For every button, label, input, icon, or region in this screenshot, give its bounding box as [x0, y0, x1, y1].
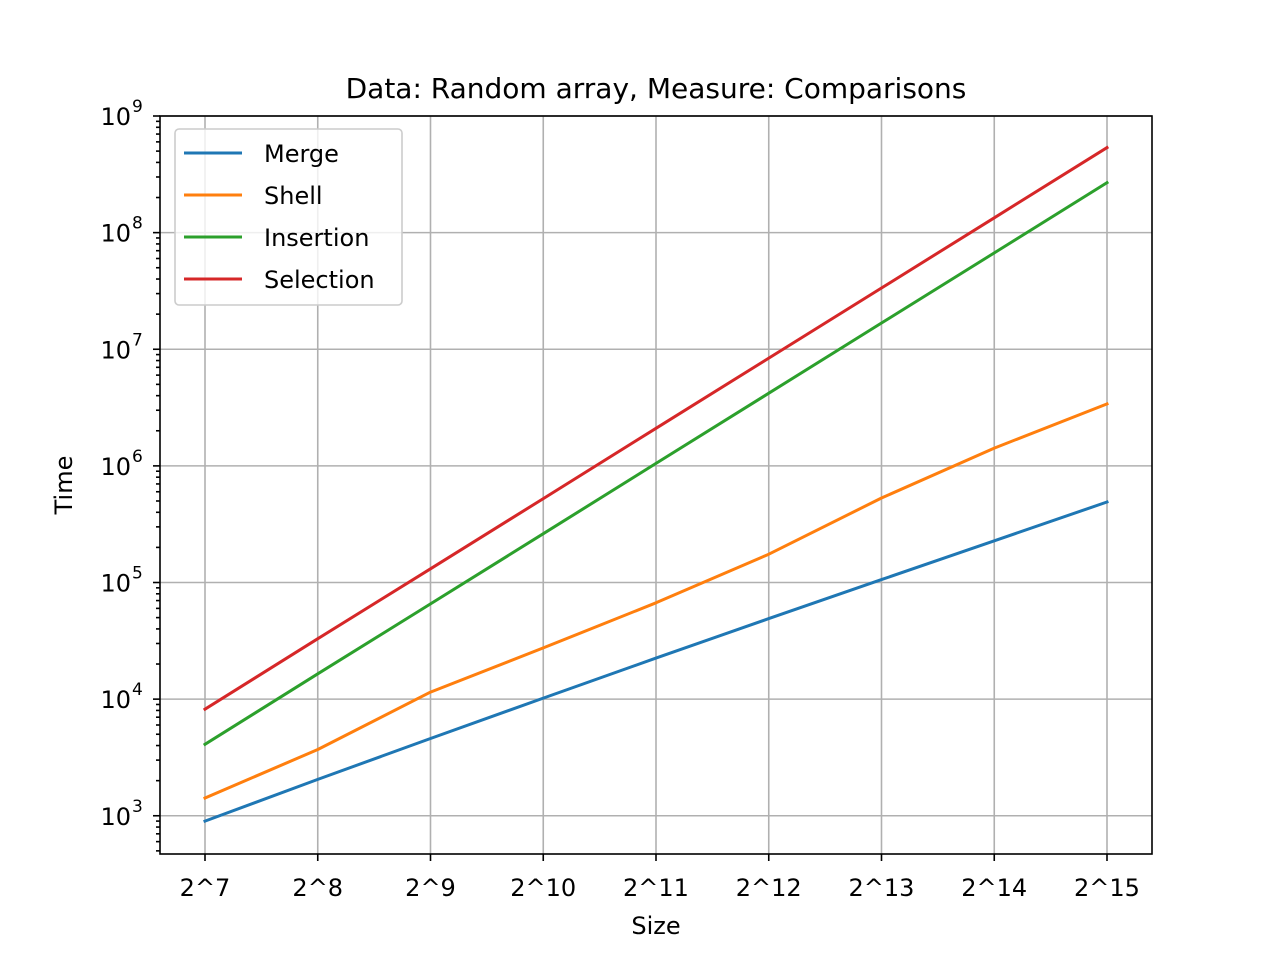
y-axis-label: Time: [50, 456, 78, 516]
x-tick-label: 2^12: [736, 874, 802, 902]
y-tick-base: 10: [100, 453, 131, 481]
y-tick-base: 10: [100, 570, 131, 598]
series-line-insertion: [202, 180, 1110, 747]
x-tick-label: 2^8: [292, 874, 343, 902]
y-tick-label: 10 3: [100, 797, 142, 831]
y-tick-label: 10 4: [100, 680, 142, 714]
x-tick-label: 2^10: [510, 874, 576, 902]
y-tick-base: 10: [100, 803, 131, 831]
y-tick-label: 10 9: [100, 97, 142, 131]
y-tick-exponent: 6: [132, 447, 143, 467]
y-tick-exponent: 8: [132, 214, 143, 234]
y-tick-exponent: 7: [132, 330, 143, 350]
series-lines: [202, 145, 1110, 824]
x-tick-label: 2^14: [961, 874, 1027, 902]
legend-entry-insertion: Insertion: [184, 224, 369, 252]
series-line-merge: [203, 500, 1109, 824]
legend-box: [174, 128, 403, 306]
legend-entry-selection: Selection: [184, 266, 375, 294]
legend-entry-shell: Shell: [184, 182, 323, 210]
y-tick-base: 10: [100, 686, 131, 714]
legend-label: Merge: [264, 140, 339, 168]
y-tick-label: 10 6: [100, 447, 142, 481]
legend-label: Insertion: [264, 224, 369, 252]
series-line-shell: [203, 401, 1109, 800]
x-axis-ticks: 2^7 2^8 2^9 2^10 2^11 2^12 2^13 2^14 2^15: [180, 854, 1140, 902]
y-tick-base: 10: [100, 220, 131, 248]
x-tick-label: 2^11: [623, 874, 689, 902]
series-line-selection: [202, 145, 1110, 712]
x-tick-label: 2^15: [1074, 874, 1140, 902]
legend-label: Shell: [264, 182, 323, 210]
y-tick-exponent: 4: [132, 680, 143, 700]
x-axis-label: Size: [631, 912, 680, 940]
y-tick-label: 10 5: [100, 564, 142, 598]
chart-title: Data: Random array, Measure: Comparisons: [346, 72, 967, 105]
y-tick-label: 10 7: [100, 330, 142, 364]
y-tick-exponent: 3: [132, 797, 143, 817]
y-tick-base: 10: [100, 103, 131, 131]
grid: [160, 115, 1152, 854]
x-tick-label: 2^7: [180, 874, 231, 902]
legend-label: Selection: [264, 266, 375, 294]
y-tick-exponent: 5: [132, 564, 143, 584]
legend: Merge Shell Insertion Selection: [174, 128, 403, 306]
x-tick-label: 2^9: [405, 874, 456, 902]
x-tick-label: 2^13: [849, 874, 915, 902]
legend-entry-merge: Merge: [184, 140, 339, 168]
y-tick-label: 10 8: [100, 214, 142, 248]
y-tick-exponent: 9: [132, 97, 143, 117]
y-tick-base: 10: [100, 336, 131, 364]
